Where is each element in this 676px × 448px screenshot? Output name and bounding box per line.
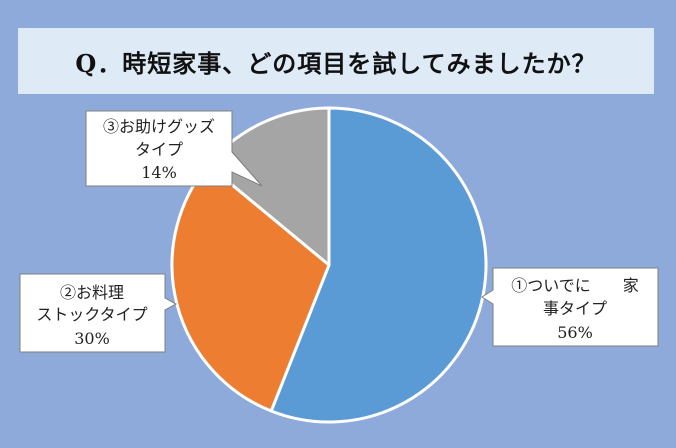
callout-slice-3-label-line-2: タイプ — [135, 140, 183, 159]
callout-slice-2-value: 30% — [74, 329, 110, 348]
callout-slice-1: ①ついでに 家 事タイプ 56% — [481, 267, 659, 347]
pie-slice-1 — [269, 106, 488, 424]
callout-slice-1-label-line-2: 事タイプ — [543, 299, 607, 318]
callout-slice-3-label-line-1: ③お助けグッズ — [103, 117, 215, 136]
callout-slice-2-label-line-1: ②お料理 — [60, 283, 124, 302]
callout-slice-3-value: 14% — [141, 163, 177, 182]
title-banner: Q．時短家事、どの項目を試してみましたか？ — [18, 28, 654, 94]
callout-slice-1-box — [481, 267, 659, 347]
callout-slice-2-label-line-2: ストックタイプ — [36, 305, 147, 324]
callout-slice-2-box — [19, 273, 178, 353]
callout-slice-2: ②お料理 ストックタイプ 30% — [19, 273, 178, 353]
chart-title: Q．時短家事、どの項目を試してみましたか？ — [75, 48, 597, 78]
callout-slice-1-value: 56% — [557, 323, 593, 342]
callout-slice-3-box — [85, 110, 263, 187]
callout-slice-3: ③お助けグッズ タイプ 14% — [85, 110, 263, 187]
pie-slices — [170, 106, 488, 424]
callout-slice-1-label-line-1: ①ついでに 家 — [511, 276, 639, 295]
